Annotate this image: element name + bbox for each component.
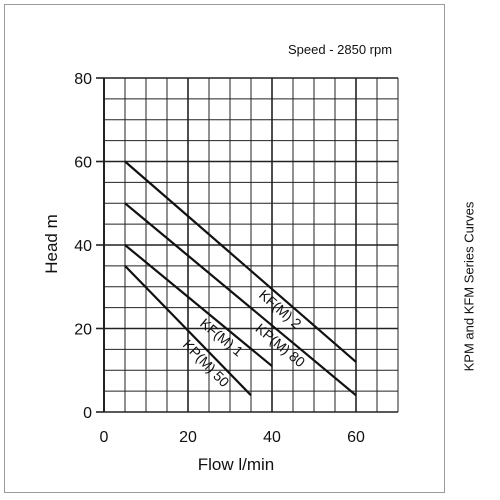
series-line bbox=[124, 160, 357, 363]
series-line bbox=[124, 244, 273, 367]
series-lines bbox=[124, 160, 357, 397]
y-axis-label: Head m bbox=[42, 214, 61, 274]
series-line bbox=[124, 202, 357, 397]
y-tick-label: 80 bbox=[74, 71, 92, 88]
x-tick-label: 20 bbox=[179, 429, 197, 446]
grid bbox=[96, 77, 399, 413]
speed-subtitle: Speed - 2850 rpm bbox=[288, 42, 392, 57]
tick-labels: 0 20 40 60 0 20 40 60 80 bbox=[74, 71, 365, 446]
series-label: KP(M) 80 bbox=[253, 320, 309, 370]
series-line bbox=[124, 265, 252, 397]
y-tick-label: 20 bbox=[74, 322, 92, 339]
x-tick-label: 60 bbox=[347, 429, 365, 446]
side-title: KPM and KFM Series Curves bbox=[454, 100, 484, 472]
x-tick-label: 40 bbox=[263, 429, 281, 446]
x-tick-label: 0 bbox=[100, 429, 109, 446]
y-tick-label: 40 bbox=[74, 238, 92, 255]
x-axis-label: Flow l/min bbox=[198, 455, 275, 474]
y-tick-label: 60 bbox=[74, 155, 92, 172]
side-title-text: KPM and KFM Series Curves bbox=[461, 201, 477, 371]
y-tick-label: 0 bbox=[83, 405, 92, 422]
